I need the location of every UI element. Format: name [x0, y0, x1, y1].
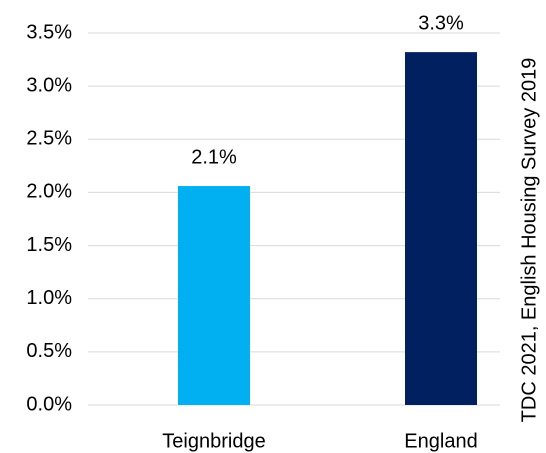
y-tick-label: 0.5%	[26, 340, 72, 362]
y-tick-label: 1.0%	[26, 287, 72, 309]
y-tick-label: 0.0%	[26, 393, 72, 415]
y-tick-label: 2.0%	[26, 181, 72, 203]
y-tick-label: 3.5%	[26, 21, 72, 43]
source-annotation: TDC 2021, English Housing Survey 2019	[518, 58, 540, 423]
y-tick-label: 2.5%	[26, 128, 72, 150]
x-tick-label: Teignbridge	[162, 430, 265, 452]
y-tick-label: 3.0%	[26, 74, 72, 96]
data-label: 2.1%	[191, 146, 237, 168]
bar	[178, 186, 250, 405]
x-tick-label: England	[404, 430, 477, 452]
y-tick-label: 1.5%	[26, 234, 72, 256]
bar	[405, 52, 477, 405]
data-label: 3.3%	[418, 12, 464, 34]
